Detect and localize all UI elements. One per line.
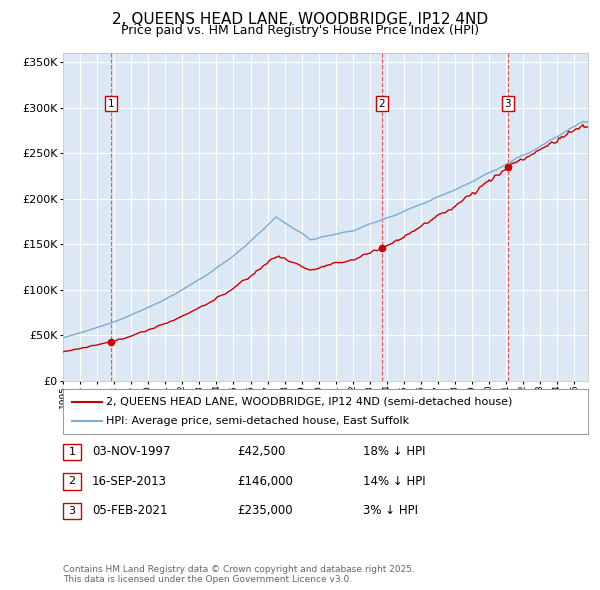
Text: 3: 3 xyxy=(505,99,511,109)
Text: 3% ↓ HPI: 3% ↓ HPI xyxy=(363,504,418,517)
Text: 03-NOV-1997: 03-NOV-1997 xyxy=(92,445,170,458)
Text: Price paid vs. HM Land Registry's House Price Index (HPI): Price paid vs. HM Land Registry's House … xyxy=(121,24,479,37)
Text: 2: 2 xyxy=(379,99,385,109)
Text: £146,000: £146,000 xyxy=(237,475,293,488)
Text: HPI: Average price, semi-detached house, East Suffolk: HPI: Average price, semi-detached house,… xyxy=(106,417,409,426)
Text: 14% ↓ HPI: 14% ↓ HPI xyxy=(363,475,425,488)
Text: 05-FEB-2021: 05-FEB-2021 xyxy=(92,504,167,517)
Text: 2, QUEENS HEAD LANE, WOODBRIDGE, IP12 4ND: 2, QUEENS HEAD LANE, WOODBRIDGE, IP12 4N… xyxy=(112,12,488,27)
Text: £42,500: £42,500 xyxy=(237,445,286,458)
Text: Contains HM Land Registry data © Crown copyright and database right 2025.
This d: Contains HM Land Registry data © Crown c… xyxy=(63,565,415,584)
Text: 1: 1 xyxy=(68,447,76,457)
Text: 3: 3 xyxy=(68,506,76,516)
Text: 2: 2 xyxy=(68,477,76,486)
Text: 2, QUEENS HEAD LANE, WOODBRIDGE, IP12 4ND (semi-detached house): 2, QUEENS HEAD LANE, WOODBRIDGE, IP12 4N… xyxy=(106,397,512,407)
Text: 18% ↓ HPI: 18% ↓ HPI xyxy=(363,445,425,458)
Text: 1: 1 xyxy=(108,99,115,109)
Text: 16-SEP-2013: 16-SEP-2013 xyxy=(92,475,167,488)
Text: £235,000: £235,000 xyxy=(237,504,293,517)
